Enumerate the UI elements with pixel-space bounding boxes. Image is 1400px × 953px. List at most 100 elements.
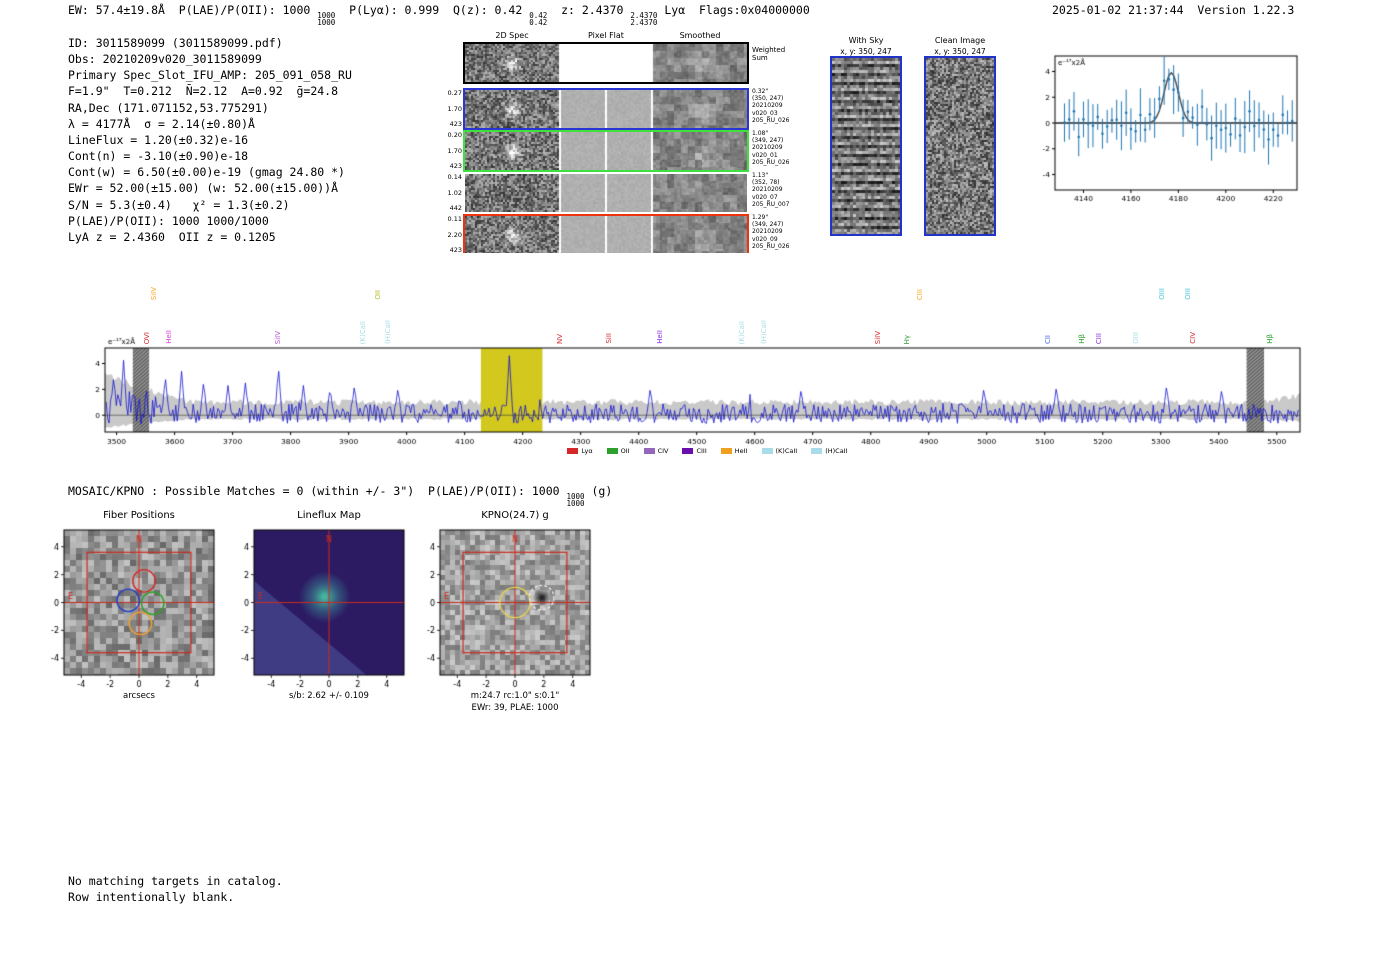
emission-line-label: Hβ: [1265, 334, 1274, 344]
legend-item: CIII: [682, 447, 707, 455]
fraction-top: 0.42: [529, 11, 548, 20]
cutout-image: [36, 524, 226, 690]
spec2d-weighted-label: Weighted Sum: [752, 46, 785, 62]
summary-line: EW: 57.4±19.8Å P(LAE)/P(OII): 1000 1000 1…: [68, 3, 810, 26]
emission-line-label: Hγ: [903, 334, 912, 344]
spec2d-row-left-labels: 0.11 2.20 423: [436, 216, 462, 254]
spec2d-row-right-labels: 1.29" (349, 247) 20210209 v020_09 205_RU_026: [752, 214, 789, 250]
emission-line-labels: OVI SiIV HeII SiIV (K)CaII OII (H)CaII NV SiII He…: [95, 258, 1320, 346]
row-right-value: v020_03: [752, 109, 778, 117]
summary-text: z: 2.4370: [547, 3, 631, 17]
sky-panel-frame: [924, 56, 996, 236]
legend-swatch: [720, 448, 732, 454]
row-right-value: 20210209: [752, 228, 783, 236]
sky-panel-coords: x, y: 350, 247: [840, 47, 892, 56]
row-right-value: 205_RU_026: [752, 116, 790, 124]
row-left-value: 0.20: [447, 131, 462, 139]
summary-text: Lyα Flags:0x04000000: [657, 3, 810, 17]
info-line: P(LAE)/P(OII): 1000 1000/1000: [68, 213, 269, 228]
emission-line-label: SiII: [604, 333, 613, 344]
detection-info-block: ID: 3011589099 (3011589099.pdf) Obs: 2021…: [68, 35, 352, 245]
legend-swatch: [761, 448, 773, 454]
legend-item: CIV: [643, 447, 668, 455]
row-right-value: v020_07: [752, 193, 778, 201]
fraction: 1000 1000: [566, 493, 585, 508]
emission-line-label: HeII: [656, 330, 665, 344]
info-line: LyA z = 2.4360 OII z = 0.1205: [68, 229, 276, 244]
weighted-label-line: Sum: [752, 54, 768, 62]
emission-line-label: CIII: [916, 288, 925, 300]
spectrum-legend: Lyα OII CIV CIII HeII (K)CaII (H)CaII: [95, 447, 1320, 455]
emission-line-label: Hβ: [1078, 334, 1087, 344]
row-right-value: 20210209: [752, 102, 783, 110]
emission-line-label: SiIV: [149, 286, 158, 300]
full-spectrum-plot: [95, 253, 1320, 458]
info-line: ID: 3011589099 (3011589099.pdf): [68, 36, 283, 50]
row-left-value: 442: [449, 204, 462, 212]
legend-label: (H)CaII: [825, 447, 848, 455]
cutout-xlabel: s/b: 2.62 +/- 0.109: [289, 691, 369, 701]
emission-line-label: NV: [556, 333, 565, 344]
emission-line-label: (K)CaII: [737, 320, 746, 344]
legend-swatch: [606, 448, 618, 454]
fraction-bottom: 0.42: [529, 18, 548, 27]
fraction-top: 2.4370: [630, 11, 658, 20]
legend-swatch: [643, 448, 655, 454]
row-right-value: 205_RU_026: [752, 158, 790, 166]
emission-line-label: CII: [1043, 334, 1052, 344]
row-right-value: v020_01: [752, 151, 778, 159]
timestamp-version: 2025-01-02 21:37:44 Version 1.22.3: [1052, 3, 1295, 17]
fraction: 2.4370 2.4370: [630, 11, 658, 27]
emission-line-label: (H)CaII: [384, 319, 393, 344]
info-line: LineFlux = 1.20(±0.32)e-16: [68, 132, 249, 147]
row-left-value: 2.20: [447, 230, 462, 239]
emission-line-label: CIV: [1188, 332, 1197, 344]
fraction-bottom: 1000: [317, 18, 336, 27]
emission-line-label: SiIV: [273, 330, 282, 344]
emission-line-label: OVI: [142, 331, 151, 344]
spec2d-row-left-labels: 0.14 1.02 442: [436, 174, 462, 212]
spec2d-col-header: Pixel Flat: [588, 31, 624, 40]
sky-panel-coords: x, y: 350, 247: [934, 47, 986, 56]
footer-line: Row intentionally blank.: [68, 889, 235, 904]
legend-label: OII: [620, 447, 630, 455]
cutout-title: Fiber Positions: [103, 510, 175, 521]
emission-line-label: SiIV: [873, 330, 882, 344]
sky-panel-frame: [830, 56, 902, 236]
summary-text: P(Lyα): 0.999 Q(z): 0.42: [335, 3, 530, 17]
row-right-value: v020_09: [752, 235, 778, 243]
sky-panel-title: Clean Image: [934, 36, 986, 45]
info-line: λ = 4177Å σ = 2.14(±0.80)Å: [68, 116, 255, 131]
cutout-xlabel: m:24.7 rc:1.0" s:0.1": [470, 691, 560, 701]
footer-notes: No matching targets in catalog. Row inten…: [68, 874, 283, 905]
spec2d-row-image: [465, 216, 747, 254]
info-line: EWr = 52.00(±15.00) (w: 52.00(±15.00))Å: [68, 181, 339, 196]
row-left-value: 0.14: [447, 173, 462, 181]
row-right-value: (352, 78): [752, 179, 780, 187]
row-left-value: 0.11: [447, 215, 462, 223]
row-left-value: 1.70: [447, 146, 462, 155]
fraction-bottom: 1000: [566, 499, 585, 508]
info-line: S/N = 5.3(±0.4) χ² = 1.3(±0.2): [68, 197, 290, 212]
emission-line-label: (K)CaII: [359, 320, 368, 344]
spec2d-row-image: [465, 174, 747, 212]
spec2d-col-header: Smoothed: [679, 31, 721, 40]
row-left-value: 423: [449, 246, 462, 254]
spec2d-weighted-image: [465, 44, 747, 82]
legend-label: Lyα: [581, 447, 593, 455]
mosaic-header-text: (g): [584, 484, 613, 498]
line-fit-plot: [1025, 48, 1305, 210]
row-right-value: 205_RU_026: [752, 242, 790, 250]
sky-panel-title: With Sky: [848, 36, 884, 45]
info-line: Primary Spec_Slot_IFU_AMP: 205_091_058_R…: [68, 68, 352, 83]
spec2d-col-header: 2D Spec: [495, 31, 529, 40]
legend-item: OII: [606, 447, 630, 455]
row-right-value: 1.08": [752, 130, 769, 137]
legend-item: (H)CaII: [811, 447, 848, 455]
cutout-title: Lineflux Map: [297, 510, 361, 521]
sky-panel-image: [926, 58, 994, 234]
row-left-value: 423: [449, 162, 462, 170]
emission-line-label: HeII: [164, 330, 173, 344]
legend-swatch: [682, 448, 694, 454]
